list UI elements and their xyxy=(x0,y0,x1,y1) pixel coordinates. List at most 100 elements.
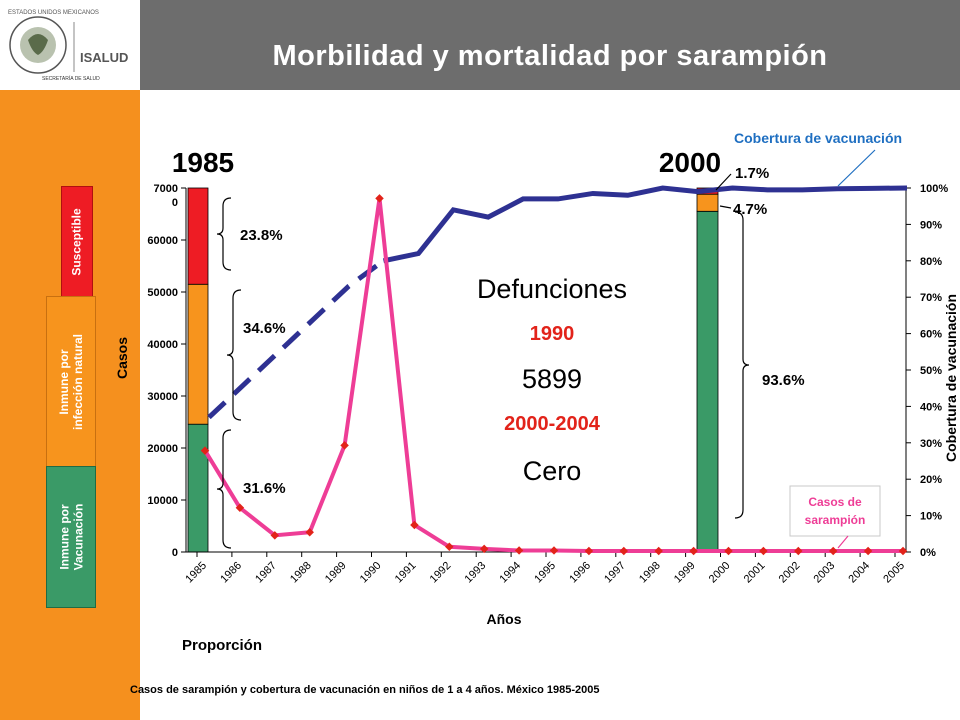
x-tick-label: 1994 xyxy=(497,560,523,586)
cases-point-1991 xyxy=(410,520,419,530)
brace-1985-nat xyxy=(226,289,242,421)
proporcion-label: Proporción xyxy=(182,637,263,654)
bar-natural-2000 xyxy=(696,193,719,212)
y-tick-label-right: 100% xyxy=(920,183,948,195)
cases-point-2001 xyxy=(759,546,768,556)
defunciones-value-cero: Cero xyxy=(523,456,582,486)
x-tick-label: 1985 xyxy=(183,560,209,586)
x-tick-label: 2001 xyxy=(742,560,768,586)
casos-callout-box xyxy=(789,485,881,537)
x-tick-label: 1993 xyxy=(463,560,489,586)
year-1985-label: 1985 xyxy=(172,147,234,178)
x-tick-label: 1995 xyxy=(532,560,558,586)
y-tick-label-left: 0 xyxy=(172,197,178,209)
y-tick-label-right: 0% xyxy=(920,547,936,559)
x-tick-label: 1999 xyxy=(672,560,698,586)
x-tick-label: 2002 xyxy=(777,560,803,586)
defunciones-year-1990: 1990 xyxy=(530,323,575,345)
y-tick-label-right: 10% xyxy=(920,511,942,523)
brace-2000-vac xyxy=(734,211,750,519)
pointer-2000-nat xyxy=(719,205,732,209)
x-tick-label: 1996 xyxy=(567,560,593,586)
x-tick-label: 2004 xyxy=(846,560,872,586)
x-tick-label: 1988 xyxy=(288,560,314,586)
cases-point-1989 xyxy=(340,441,349,450)
cases-point-1998 xyxy=(654,546,663,556)
cases-point-1987 xyxy=(270,531,280,540)
cases-point-2004 xyxy=(863,546,873,556)
year-2000-label: 2000 xyxy=(659,147,721,178)
bar-susceptible-1985 xyxy=(187,187,209,285)
defunciones-value-1990: 5899 xyxy=(522,364,582,394)
cases-point-1988 xyxy=(305,527,314,537)
secretaria-salud-logo: ESTADOS UNIDOS MEXICANOS SECRETARÍA DE S… xyxy=(8,10,128,82)
pointer-cobertura xyxy=(837,149,876,187)
y-tick-label-right: 90% xyxy=(920,219,942,231)
y-tick-label-right: 40% xyxy=(920,401,942,413)
logo-area: ESTADOS UNIDOS MEXICANOS SECRETARÍA DE S… xyxy=(0,0,140,90)
x-tick-label: 1992 xyxy=(428,560,454,586)
cases-point-1992 xyxy=(445,542,454,552)
cases-point-1993 xyxy=(479,544,489,554)
y-tick-label-right: 70% xyxy=(920,292,942,304)
page-title: Morbilidad y mortalidad por sarampión xyxy=(272,40,828,72)
cases-point-2000 xyxy=(724,546,733,556)
x-tick-label: 1998 xyxy=(637,560,663,586)
x-axis-label: Años xyxy=(487,611,522,627)
y-tick-label-left: 10000 xyxy=(147,495,178,507)
y-axis-label-left: Casos xyxy=(114,337,130,379)
y-tick-label-left: 40000 xyxy=(147,339,178,351)
coverage-line-dashed xyxy=(207,258,385,420)
cases-point-2005 xyxy=(898,546,908,556)
logo-subtitle: SECRETARÍA DE SALUD xyxy=(42,75,100,82)
cases-point-1995 xyxy=(549,546,559,555)
x-tick-label: 2003 xyxy=(812,560,838,586)
x-tick-label: 1991 xyxy=(393,560,419,586)
x-tick-label: 2005 xyxy=(881,560,907,586)
y-tick-label-left: 0 xyxy=(172,547,178,559)
cases-point-2002 xyxy=(794,546,803,556)
y-tick-label-left: 30000 xyxy=(147,391,178,403)
seal-text: ESTADOS UNIDOS MEXICANOS xyxy=(8,10,99,16)
coverage-line-solid xyxy=(382,185,908,264)
y-tick-label-left: 7000 xyxy=(154,183,178,195)
cases-point-1994 xyxy=(514,546,524,555)
defunciones-label: Defunciones xyxy=(477,274,627,304)
cases-point-1985 xyxy=(200,446,210,455)
logo-text: ISALUD xyxy=(80,50,128,65)
y-tick-label-left: 20000 xyxy=(147,443,178,455)
cases-point-1996 xyxy=(584,546,594,556)
legend-vacuna: Inmune por Vacunación xyxy=(46,466,96,608)
pointer-2000-susc xyxy=(715,173,732,191)
pct-2000-natural: 4.7% xyxy=(733,201,767,218)
y-tick-label-right: 50% xyxy=(920,365,942,377)
bar-vacunacion-1985 xyxy=(187,423,209,553)
y-axis-label-right: Cobertura de vacunación xyxy=(943,294,959,462)
x-tick-label: 1990 xyxy=(358,560,384,586)
legend-susceptible: Susceptible xyxy=(61,186,93,298)
cases-point-2003 xyxy=(828,546,838,556)
casos-callout-line2: sarampión xyxy=(805,513,866,527)
y-tick-label-right: 20% xyxy=(920,474,942,486)
brace-1985-susc xyxy=(216,197,232,271)
defunciones-range-2000-2004: 2000-2004 xyxy=(504,413,601,435)
y-tick-label-right: 60% xyxy=(920,329,942,341)
cobertura-title: Cobertura de vacunación xyxy=(734,130,902,146)
pct-1985-vacunacion: 31.6% xyxy=(243,480,286,497)
legend-natural: Inmune por infección natural xyxy=(46,296,96,468)
brace-1985-vac xyxy=(216,429,232,549)
y-tick-label-left: 50000 xyxy=(147,287,178,299)
y-tick-label-left: 60000 xyxy=(147,235,178,247)
pct-1985-natural: 34.6% xyxy=(243,320,286,337)
pct-2000-susceptible: 1.7% xyxy=(735,165,769,182)
x-tick-label: 1997 xyxy=(602,560,628,586)
y-tick-label-right: 80% xyxy=(920,256,942,268)
pointer-casos xyxy=(837,535,849,549)
cases-point-1990 xyxy=(375,194,384,203)
pct-2000-vacunacion: 93.6% xyxy=(762,372,805,389)
x-tick-label: 1987 xyxy=(253,560,279,586)
x-tick-label: 1989 xyxy=(323,560,349,586)
pct-1985-susceptible: 23.8% xyxy=(240,227,283,244)
